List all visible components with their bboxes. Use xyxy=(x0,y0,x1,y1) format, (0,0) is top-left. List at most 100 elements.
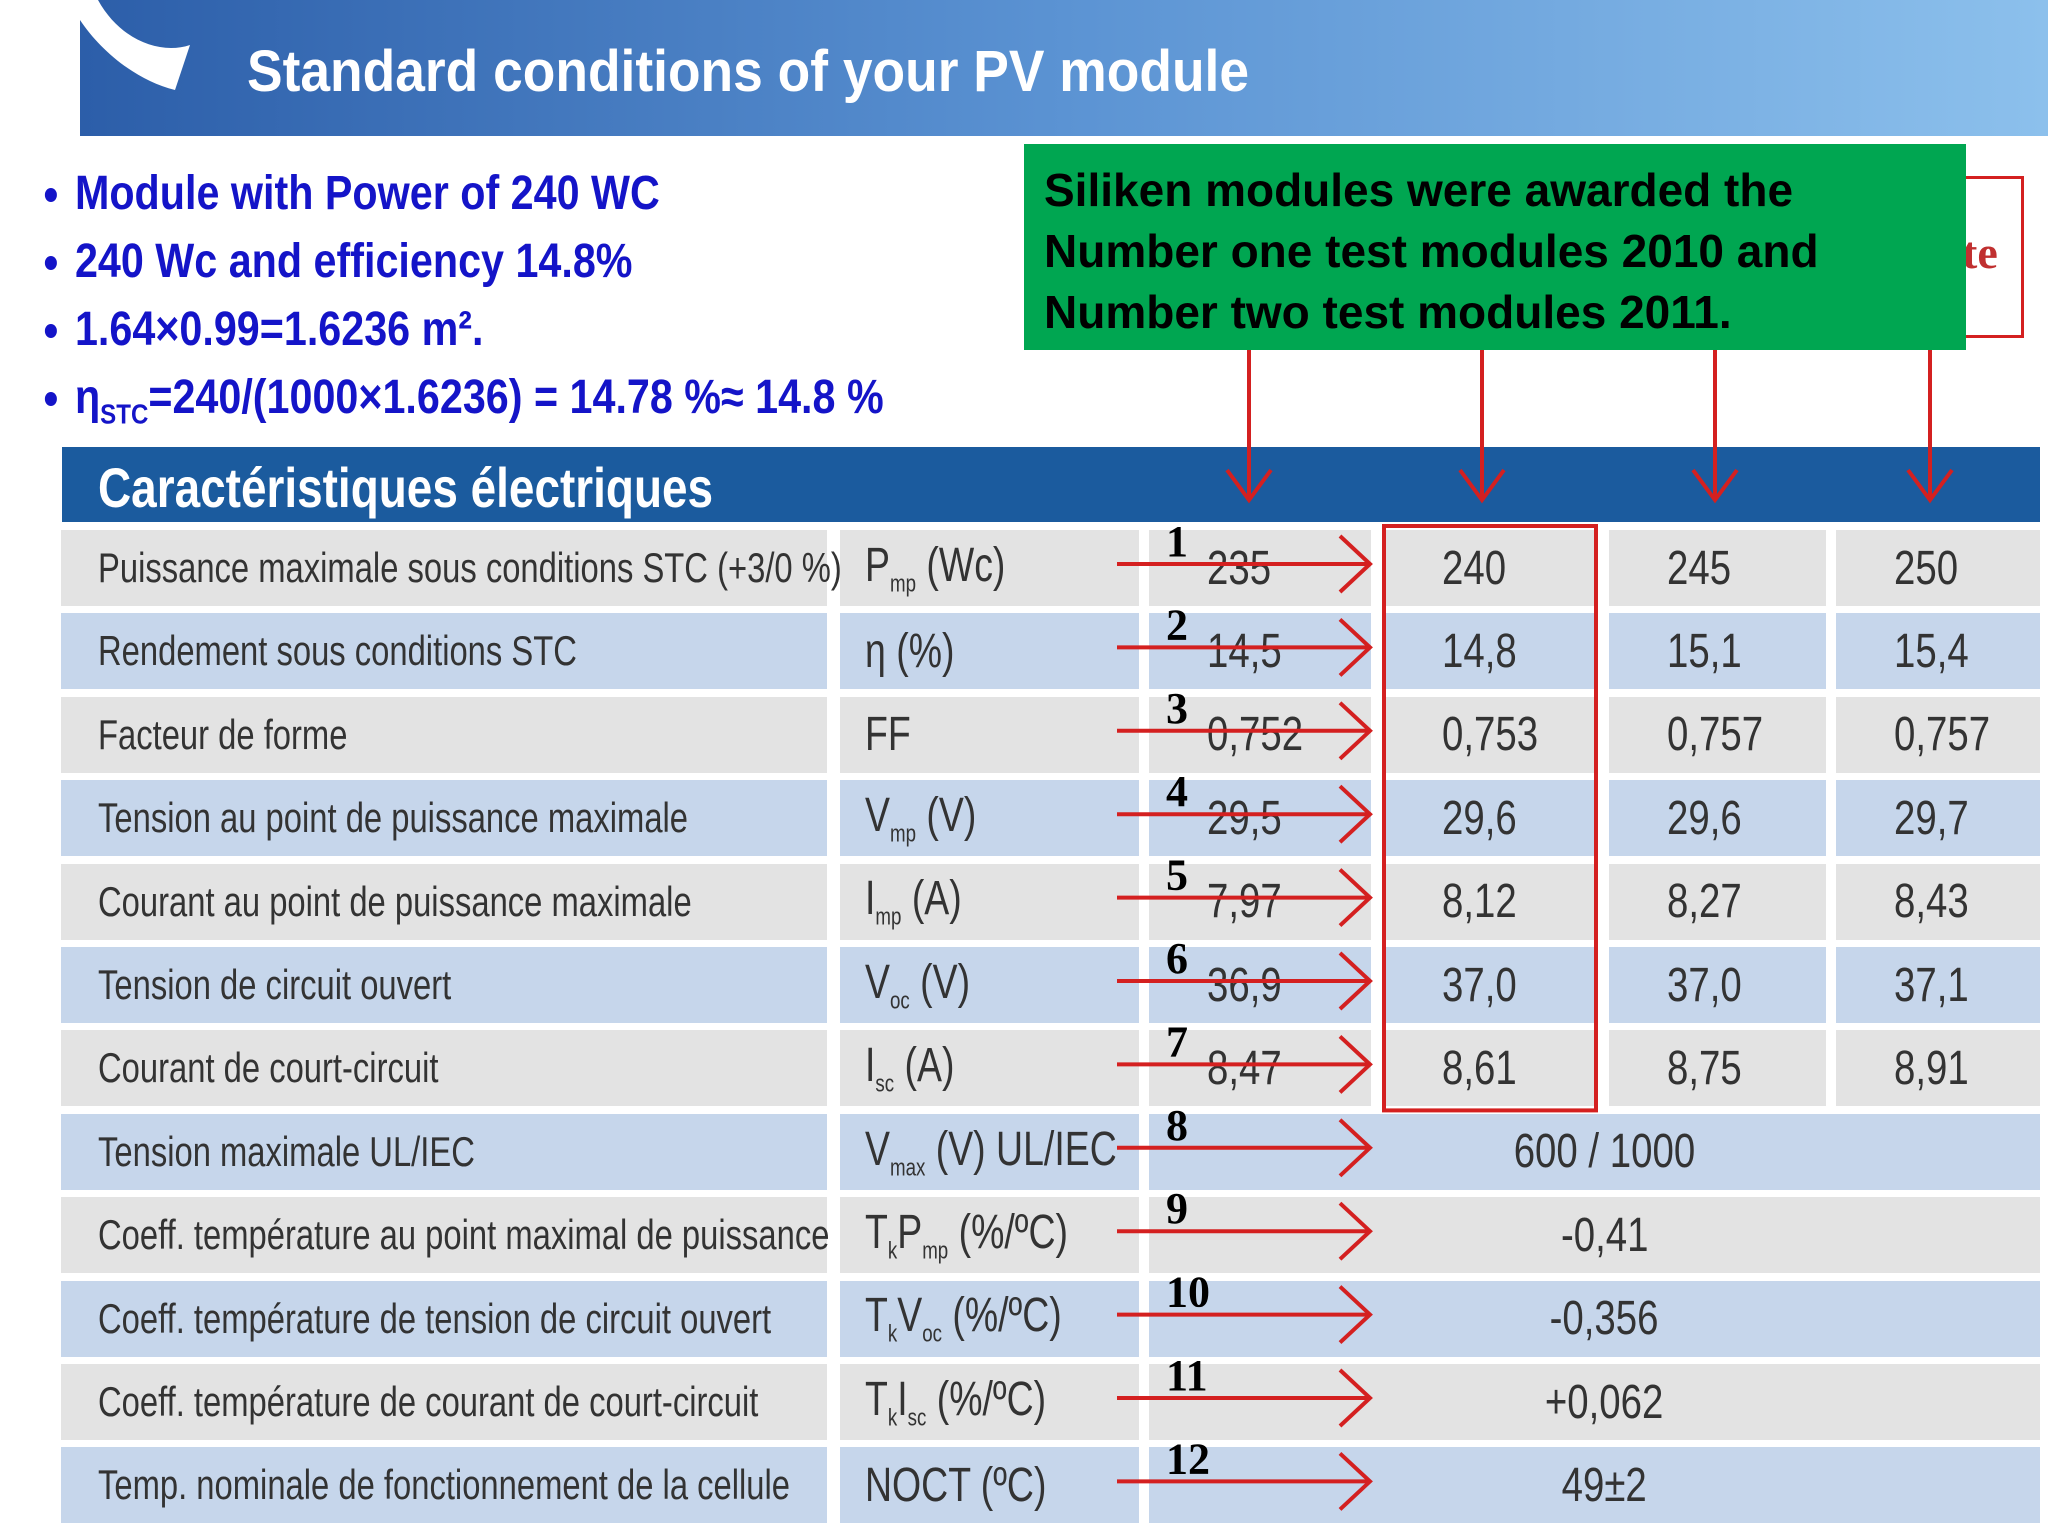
symbol-cell: FF xyxy=(840,696,1139,773)
value-cell: 29,6 xyxy=(1609,780,1826,857)
value-cell: 245 xyxy=(1609,530,1826,606)
text-part: NOCT (ºC) xyxy=(865,1458,1047,1512)
row-number: 3 xyxy=(1166,684,1188,733)
subscript: mp xyxy=(889,820,916,848)
header-swoosh xyxy=(80,0,190,90)
value-cell: 8,91 xyxy=(1836,1030,2040,1107)
arrow-head xyxy=(1338,1285,1373,1345)
text-part: P xyxy=(865,538,890,592)
row-label: Courant de court-circuit xyxy=(98,1044,439,1092)
subscript: mp xyxy=(875,903,902,931)
text-part: (%/ºC) xyxy=(941,1289,1062,1343)
arrow-head xyxy=(1338,1451,1373,1511)
row-symbol: Voc (V) xyxy=(865,955,970,1016)
row-symbol: η (%) xyxy=(865,624,954,679)
row-number: 12 xyxy=(1166,1434,1210,1483)
text-part: (Wc) xyxy=(915,538,1006,592)
hidden-label: te xyxy=(1962,227,1998,278)
arrow-head xyxy=(1338,1034,1373,1094)
row-label: Tension au point de puissance maximale xyxy=(98,794,689,842)
bullet: ηSTC=240/(1000×1.6236) = 14.78 %≈ 14.8 % xyxy=(75,364,884,449)
text-part: 240 Wc and efficiency 14.8% xyxy=(74,235,633,288)
text-part: =240/(1000×1.6236) = 14.78 %≈ 14.8 % xyxy=(148,371,884,424)
label-cell: Courant au point de puissance maximale xyxy=(61,863,827,940)
row-value: 29,6 xyxy=(1667,791,1742,845)
row-symbol: TkVoc (%/ºC) xyxy=(865,1288,1062,1349)
arrow-head xyxy=(1338,1368,1373,1428)
row-label: Coeff. température de courant de court-c… xyxy=(98,1378,759,1425)
row-symbol: TkIsc (%/ºC) xyxy=(865,1372,1046,1433)
label-cell: Coeff. température de courant de court-c… xyxy=(61,1364,827,1440)
row-number: 10 xyxy=(1166,1268,1210,1317)
symbol-cell: TkPmp (%/ºC) xyxy=(840,1197,1139,1274)
arrow-head xyxy=(1338,1201,1373,1261)
arrow-head xyxy=(1691,468,1739,504)
row-value: -0,356 xyxy=(1550,1292,1659,1346)
row-value: 36,9 xyxy=(1207,958,1282,1012)
row-symbol: Imp (A) xyxy=(865,871,962,932)
row-value: 7,97 xyxy=(1207,875,1282,929)
row-value: 29,6 xyxy=(1442,791,1517,845)
bullet: 240 Wc and efficiency 14.8% xyxy=(75,228,884,296)
row-symbol: Vmp (V) xyxy=(865,788,976,849)
subscript: k xyxy=(887,1237,898,1265)
value-cell: 37,0 xyxy=(1609,947,1826,1023)
row-value: 0,757 xyxy=(1667,708,1764,762)
symbol-cell: η (%) xyxy=(840,613,1139,690)
text-part: T xyxy=(865,1205,888,1259)
symbol-cell: Isc (A) xyxy=(840,1030,1139,1107)
row-label: Rendement sous conditions STC xyxy=(98,627,577,675)
text-part: (V) UL/IEC xyxy=(925,1122,1117,1176)
row-value: 245 xyxy=(1667,541,1732,595)
value-cell: 235 xyxy=(1149,530,1371,606)
row-value: +0,062 xyxy=(1545,1375,1664,1429)
subscript: sc xyxy=(907,1404,927,1432)
bullet-list: Module with Power of 240 WC 240 Wc and ef… xyxy=(44,160,884,449)
row-value: 37,1 xyxy=(1894,958,1969,1012)
value-cell: 29,5 xyxy=(1149,780,1371,857)
row-label: Coeff. température de tension de circuit… xyxy=(98,1294,772,1342)
row-number: 4 xyxy=(1166,767,1188,816)
label-cell: Facteur de forme xyxy=(61,696,827,773)
value-cell: 240 xyxy=(1384,530,1596,606)
row-value: 29,7 xyxy=(1894,791,1969,845)
subscript: mp xyxy=(922,1237,949,1265)
arrow-head xyxy=(1338,784,1373,844)
subscript: sc xyxy=(875,1070,895,1098)
text-part: V xyxy=(865,1122,890,1176)
row-value: 8,47 xyxy=(1207,1041,1282,1095)
text-part: η (%) xyxy=(865,624,955,678)
text-part: 1.64×0.99=1.6236 m². xyxy=(74,303,484,356)
row-value: 0,752 xyxy=(1207,708,1304,762)
subscript: k xyxy=(887,1320,898,1348)
value-cell: 7,97 xyxy=(1149,863,1371,940)
row-value: -0,41 xyxy=(1560,1208,1649,1262)
row-number: 11 xyxy=(1166,1351,1208,1400)
callout: Siliken modules were awarded the Number o… xyxy=(1024,144,1966,350)
text-part: (%/ºC) xyxy=(926,1372,1047,1426)
row-number: 6 xyxy=(1166,934,1188,983)
table-title: Caractéristiques électriques xyxy=(98,456,714,519)
row-value: 0,757 xyxy=(1894,708,1991,762)
value-cell: 29,7 xyxy=(1836,780,2040,857)
value-cell: 8,61 xyxy=(1384,1030,1596,1107)
row-value: 600 / 1000 xyxy=(1513,1125,1696,1179)
row-label: Coeff. température au point maximal de p… xyxy=(98,1211,830,1259)
header-title: Standard conditions of your PV module xyxy=(247,39,1250,104)
highlight-box xyxy=(1382,524,1598,1113)
row-value: 49±2 xyxy=(1561,1458,1648,1512)
value-cell: 15,1 xyxy=(1609,613,1826,690)
row-symbol: Vmax (V) UL/IEC xyxy=(865,1122,1117,1183)
arrow-head xyxy=(1338,1118,1373,1178)
row-value: 8,61 xyxy=(1442,1041,1517,1095)
row-symbol: FF xyxy=(865,707,911,762)
row-value: 250 xyxy=(1894,541,1959,595)
label-cell: Tension maximale UL/IEC xyxy=(61,1113,827,1190)
bullet: Module with Power of 240 WC xyxy=(75,160,884,228)
row-value: 37,0 xyxy=(1442,958,1517,1012)
row-value: 14,5 xyxy=(1207,624,1282,678)
subscript: k xyxy=(887,1404,898,1432)
label-cell: Rendement sous conditions STC xyxy=(61,613,827,690)
